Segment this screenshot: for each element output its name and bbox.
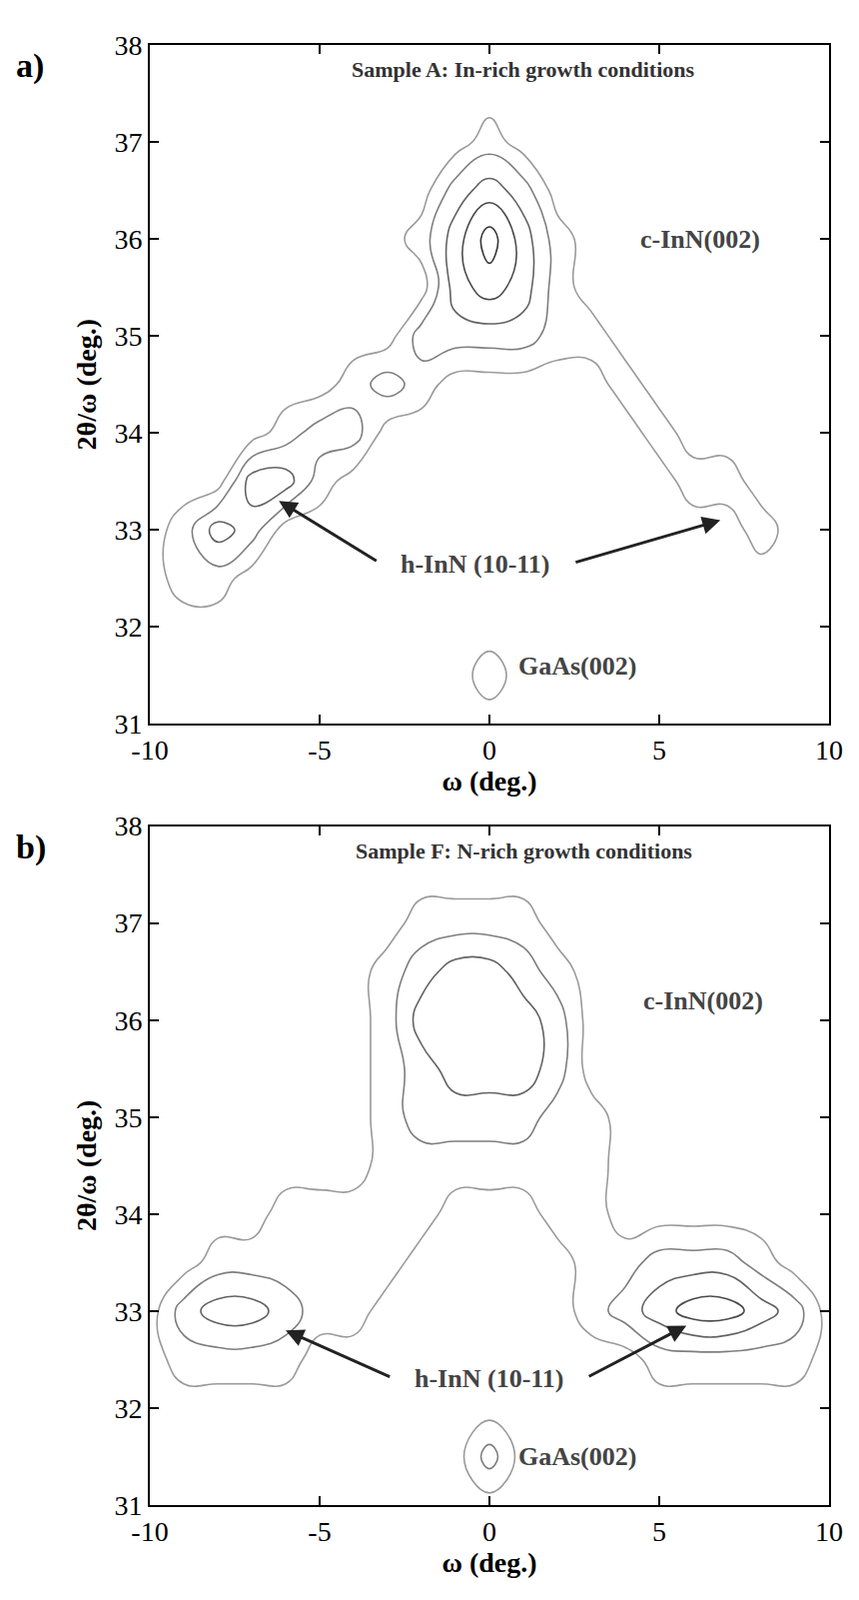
svg-text:32: 32 — [113, 611, 142, 643]
svg-text:5: 5 — [652, 734, 667, 766]
svg-text:a): a) — [15, 46, 44, 85]
svg-text:10: 10 — [815, 1515, 844, 1547]
svg-text:Sample A: In-rich growth condi: Sample A: In-rich growth conditions — [351, 56, 696, 82]
svg-text:GaAs(002): GaAs(002) — [518, 651, 637, 681]
svg-text:33: 33 — [113, 514, 142, 546]
svg-text:Sample F: N-rich growth condit: Sample F: N-rich growth conditions — [355, 838, 693, 863]
svg-text:c-InN(002): c-InN(002) — [640, 224, 761, 254]
svg-text:10: 10 — [815, 734, 844, 766]
svg-text:33: 33 — [113, 1295, 142, 1327]
svg-text:32: 32 — [113, 1392, 142, 1424]
svg-text:h-InN (10-11): h-InN (10-11) — [414, 1363, 565, 1393]
svg-text:h-InN (10-11): h-InN (10-11) — [400, 549, 551, 579]
svg-text:GaAs(002): GaAs(002) — [518, 1441, 637, 1471]
svg-text:34: 34 — [113, 417, 142, 449]
svg-text:2θ/ω (deg.): 2θ/ω (deg.) — [70, 318, 102, 451]
svg-text:ω (deg.): ω (deg.) — [441, 765, 537, 797]
svg-text:35: 35 — [113, 1101, 142, 1133]
svg-text:31: 31 — [113, 708, 142, 740]
svg-text:37: 37 — [113, 126, 142, 158]
svg-text:-10: -10 — [130, 734, 168, 766]
svg-text:31: 31 — [113, 1489, 142, 1521]
svg-text:0: 0 — [482, 1515, 497, 1547]
svg-text:35: 35 — [113, 320, 142, 352]
svg-text:-10: -10 — [130, 1515, 168, 1547]
svg-text:2θ/ω (deg.): 2θ/ω (deg.) — [70, 1099, 102, 1232]
svg-text:36: 36 — [113, 1004, 142, 1036]
svg-text:5: 5 — [652, 1515, 667, 1547]
svg-text:0: 0 — [482, 734, 497, 766]
svg-text:ω (deg.): ω (deg.) — [441, 1546, 537, 1578]
svg-text:-5: -5 — [307, 1515, 331, 1547]
svg-text:36: 36 — [113, 223, 142, 255]
svg-text:c-InN(002): c-InN(002) — [643, 985, 764, 1015]
svg-text:38: 38 — [113, 29, 142, 61]
svg-text:38: 38 — [113, 810, 142, 842]
svg-text:34: 34 — [113, 1198, 142, 1230]
svg-text:b): b) — [15, 828, 46, 866]
svg-text:-5: -5 — [307, 734, 331, 766]
svg-text:37: 37 — [113, 906, 142, 938]
